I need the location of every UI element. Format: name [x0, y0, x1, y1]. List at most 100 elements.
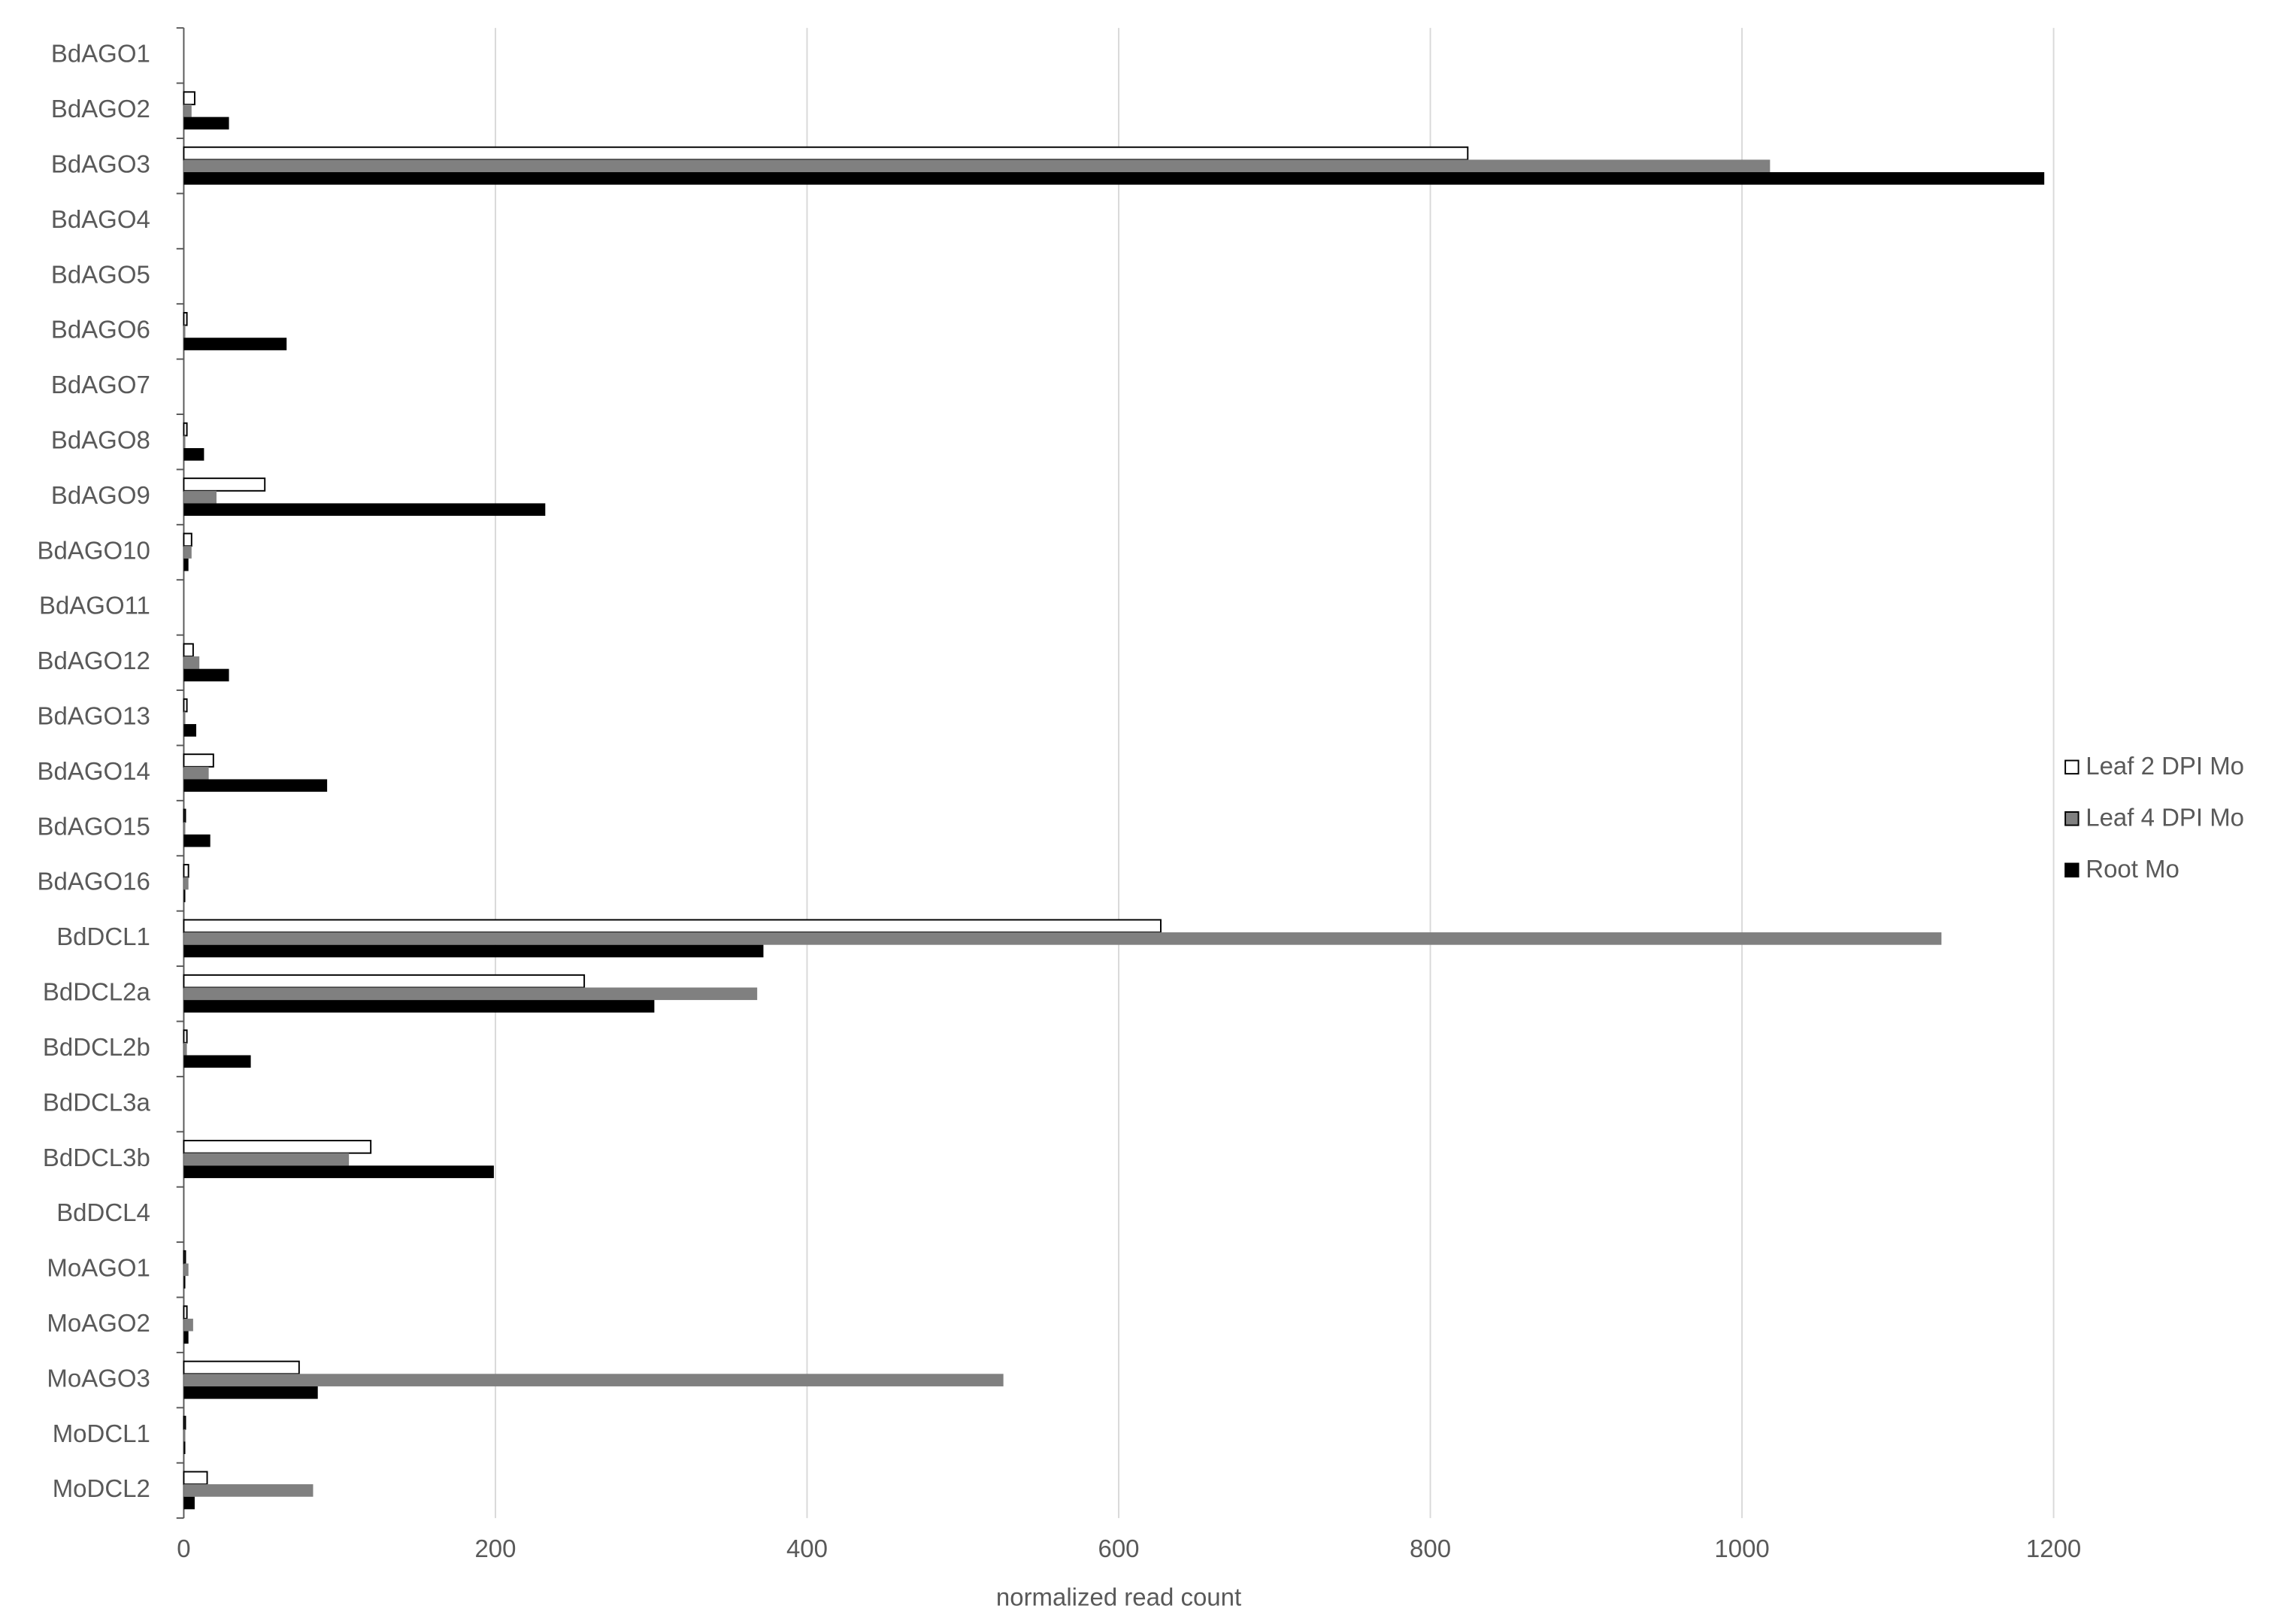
bar [183, 834, 211, 847]
bar [183, 1496, 195, 1510]
y-tick-label: BdAGO9 [51, 482, 150, 510]
y-tick-label: MoDCL2 [53, 1475, 150, 1503]
y-tick-label: BdAGO3 [51, 150, 150, 178]
bar [183, 91, 195, 105]
bar [183, 1276, 186, 1289]
bar [183, 1140, 372, 1154]
bar [183, 146, 1469, 161]
bar [183, 1386, 318, 1399]
bar [183, 877, 189, 890]
bar [183, 1000, 655, 1013]
bar [183, 1429, 186, 1442]
y-tick-label: BdAGO16 [38, 868, 150, 896]
bar [183, 1416, 186, 1430]
y-tick-label: BdDCL3b [43, 1144, 150, 1172]
bar [183, 325, 186, 338]
bar [183, 1360, 300, 1375]
bar [183, 889, 186, 902]
bar [183, 724, 197, 737]
bar [183, 932, 1942, 945]
bar [183, 1055, 251, 1068]
x-tick-label: 1200 [2026, 1535, 2081, 1563]
bar [183, 864, 189, 878]
y-tick-label: BdAGO10 [38, 537, 150, 565]
bar [183, 1042, 187, 1056]
legend-swatch [2064, 862, 2080, 878]
x-tick-label: 600 [1098, 1535, 1140, 1563]
bar [183, 1318, 193, 1332]
bar [183, 668, 229, 682]
y-tick-label: BdAGO14 [38, 758, 150, 786]
bar [183, 779, 328, 792]
y-tick-label: BdAGO13 [38, 702, 150, 730]
bar [183, 172, 2045, 185]
legend-label: Leaf 2 DPI Mo [2086, 753, 2244, 780]
bar [183, 711, 186, 725]
y-tick-label: BdAGO2 [51, 95, 150, 123]
x-tick-label: 1000 [1714, 1535, 1769, 1563]
y-tick-label: BdDCL3a [43, 1089, 151, 1116]
x-tick-label: 400 [786, 1535, 828, 1563]
legend-swatch [2064, 811, 2080, 826]
y-tick-label: BdAGO15 [38, 813, 150, 841]
bar [183, 1250, 186, 1265]
bar [183, 1441, 186, 1454]
bar [183, 643, 194, 658]
y-tick-label: BdAGO1 [51, 41, 150, 68]
bar [183, 919, 1162, 934]
bar [183, 558, 189, 571]
bar [183, 808, 186, 823]
x-axis-title: normalized read count [996, 1583, 1241, 1611]
bar [183, 1484, 314, 1497]
y-tick-label: MoAGO3 [47, 1365, 150, 1392]
bar [183, 974, 586, 989]
legend-label: Root Mo [2086, 856, 2179, 883]
y-tick-label: BdAGO5 [51, 261, 150, 289]
bar [183, 822, 186, 835]
bar [183, 117, 229, 130]
bar [183, 987, 758, 1001]
y-tick-label: BdDCL1 [56, 923, 150, 951]
bar [183, 546, 192, 559]
x-tick-label: 0 [177, 1535, 190, 1563]
y-tick-label: BdAGO11 [39, 592, 150, 620]
y-tick-label: BdDCL4 [56, 1199, 150, 1227]
bar [183, 1374, 1004, 1386]
y-tick-label: MoAGO2 [47, 1310, 150, 1338]
y-tick-label: BdAGO8 [51, 426, 150, 454]
bar [183, 753, 214, 768]
bar [183, 1165, 494, 1178]
bar [183, 104, 192, 117]
bar [183, 159, 1771, 173]
y-tick-label: BdAGO12 [38, 647, 150, 675]
bar [183, 503, 546, 517]
bar [183, 698, 188, 713]
bar [183, 338, 287, 350]
bar [183, 766, 209, 780]
bar [183, 656, 200, 669]
y-tick-label: BdAGO7 [51, 371, 150, 399]
bar [183, 311, 188, 326]
y-tick-label: MoDCL1 [53, 1420, 150, 1448]
x-tick-label: 800 [1410, 1535, 1451, 1563]
legend-swatch [2064, 759, 2080, 775]
bar [183, 490, 217, 504]
x-tick-label: 200 [474, 1535, 516, 1563]
y-tick-label: BdAGO4 [51, 206, 150, 234]
bar [183, 944, 764, 958]
bar [183, 1263, 189, 1277]
legend-label: Leaf 4 DPI Mo [2086, 804, 2244, 832]
bar [183, 1471, 208, 1486]
bar [183, 422, 188, 437]
y-tick-label: MoAGO1 [47, 1254, 150, 1282]
bar [183, 435, 186, 449]
y-tick-label: BdDCL2a [43, 978, 151, 1006]
bar [183, 448, 204, 461]
bar [183, 1153, 350, 1166]
bar [183, 532, 192, 547]
bar [183, 1029, 188, 1044]
bar [183, 1331, 189, 1344]
y-tick-label: BdAGO6 [51, 317, 150, 344]
y-tick-label: BdDCL2b [43, 1034, 150, 1062]
